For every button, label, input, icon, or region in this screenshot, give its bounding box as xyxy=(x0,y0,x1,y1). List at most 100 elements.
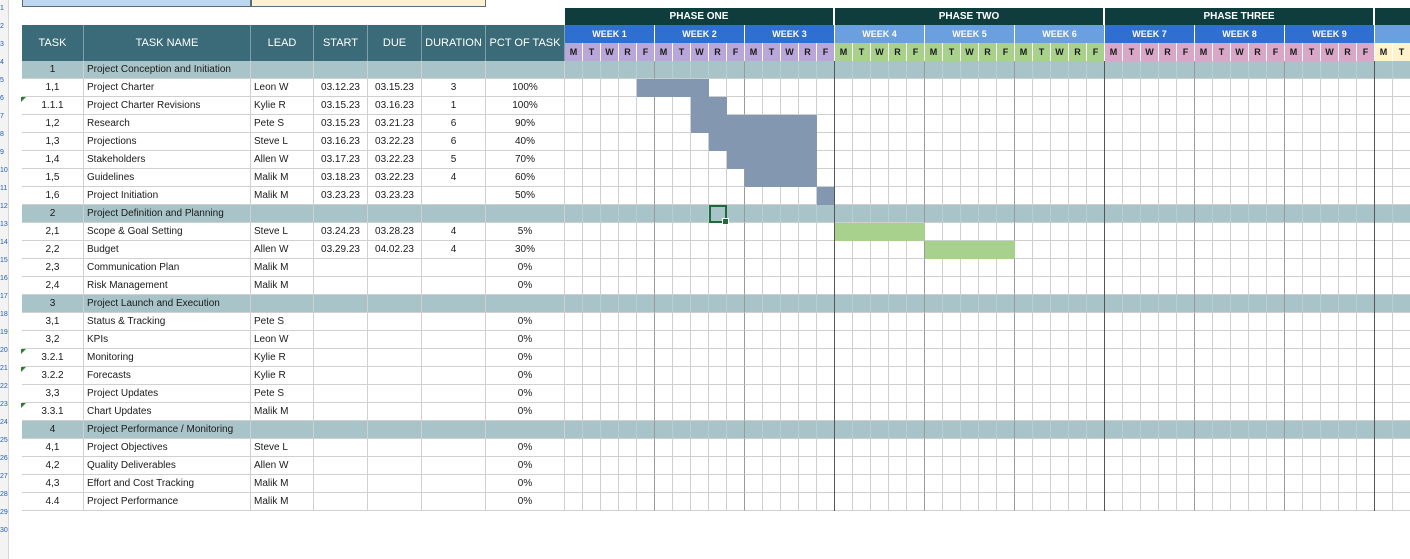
gantt-cell[interactable] xyxy=(1177,205,1195,223)
gantt-cell[interactable] xyxy=(1033,223,1051,241)
gantt-cell[interactable] xyxy=(781,349,799,367)
lead-cell[interactable]: Allen W xyxy=(251,457,314,475)
gantt-cell[interactable] xyxy=(1231,295,1249,313)
gantt-cell[interactable] xyxy=(1213,97,1231,115)
gantt-cell[interactable] xyxy=(961,439,979,457)
gantt-cell[interactable] xyxy=(583,475,601,493)
gantt-cell[interactable] xyxy=(745,349,763,367)
gantt-cell[interactable] xyxy=(763,241,781,259)
gantt-cell[interactable] xyxy=(1177,259,1195,277)
gantt-cell[interactable] xyxy=(583,133,601,151)
gantt-cell[interactable] xyxy=(1159,493,1177,511)
gantt-cell[interactable] xyxy=(1141,79,1159,97)
gantt-cell[interactable] xyxy=(1141,421,1159,439)
task-id-cell[interactable]: 4,3 xyxy=(22,475,84,493)
gantt-cell[interactable] xyxy=(817,295,835,313)
gantt-cell[interactable] xyxy=(835,349,853,367)
gantt-cell[interactable] xyxy=(871,205,889,223)
pct-cell[interactable]: 0% xyxy=(486,313,565,331)
gantt-cell[interactable] xyxy=(1303,421,1321,439)
gantt-cell[interactable] xyxy=(745,97,763,115)
gantt-cell[interactable] xyxy=(601,313,619,331)
row-number[interactable]: 24 xyxy=(0,419,8,426)
gantt-cell[interactable] xyxy=(1069,259,1087,277)
gantt-cell[interactable] xyxy=(745,313,763,331)
task-id-cell[interactable]: 4 xyxy=(22,421,84,439)
gantt-cell[interactable] xyxy=(799,295,817,313)
gantt-cell[interactable] xyxy=(1051,403,1069,421)
task-name-cell[interactable]: Forecasts xyxy=(84,367,251,385)
gantt-cell[interactable] xyxy=(763,439,781,457)
day-header[interactable]: F xyxy=(817,43,835,61)
gantt-cell[interactable] xyxy=(1393,295,1410,313)
gantt-cell[interactable] xyxy=(1141,493,1159,511)
gantt-cell[interactable] xyxy=(655,151,673,169)
gantt-cell[interactable] xyxy=(1015,151,1033,169)
gantt-cell[interactable] xyxy=(1195,241,1213,259)
gantt-cell[interactable] xyxy=(1159,385,1177,403)
gantt-cell[interactable] xyxy=(1087,223,1105,241)
pct-cell[interactable]: 0% xyxy=(486,403,565,421)
task-id-cell[interactable]: 2,2 xyxy=(22,241,84,259)
gantt-cell[interactable] xyxy=(691,133,709,151)
gantt-cell[interactable] xyxy=(817,385,835,403)
gantt-cell[interactable] xyxy=(745,79,763,97)
gantt-cell[interactable] xyxy=(835,169,853,187)
gantt-cell[interactable] xyxy=(835,493,853,511)
task-name-cell[interactable]: Budget xyxy=(84,241,251,259)
gantt-cell[interactable] xyxy=(637,313,655,331)
gantt-cell[interactable] xyxy=(925,115,943,133)
gantt-cell[interactable] xyxy=(1357,475,1375,493)
start-cell[interactable]: 03.18.23 xyxy=(314,169,368,187)
task-name-cell[interactable]: Project Definition and Planning xyxy=(84,205,251,223)
week-header[interactable]: WEEK 9 xyxy=(1285,25,1375,43)
gantt-cell[interactable] xyxy=(601,223,619,241)
gantt-cell[interactable] xyxy=(1303,493,1321,511)
gantt-cell[interactable] xyxy=(601,457,619,475)
gantt-cell[interactable] xyxy=(781,277,799,295)
gantt-cell[interactable] xyxy=(1267,475,1285,493)
gantt-cell[interactable] xyxy=(1105,79,1123,97)
gantt-cell[interactable] xyxy=(925,367,943,385)
task-name-cell[interactable]: Project Objectives xyxy=(84,439,251,457)
gantt-cell[interactable] xyxy=(619,61,637,79)
row-number[interactable]: 5 xyxy=(0,77,4,84)
gantt-cell[interactable] xyxy=(1357,457,1375,475)
week-header[interactable]: WEEK 2 xyxy=(655,25,745,43)
gantt-cell[interactable] xyxy=(763,475,781,493)
gantt-cell[interactable] xyxy=(1195,259,1213,277)
gantt-cell[interactable] xyxy=(961,457,979,475)
gantt-cell[interactable] xyxy=(1051,457,1069,475)
gantt-cell[interactable] xyxy=(1015,61,1033,79)
gantt-cell[interactable] xyxy=(1213,295,1231,313)
gantt-cell[interactable] xyxy=(601,133,619,151)
gantt-cell[interactable] xyxy=(1195,169,1213,187)
duration-cell[interactable]: 6 xyxy=(422,133,486,151)
task-name-cell[interactable]: Status & Tracking xyxy=(84,313,251,331)
gantt-cell[interactable] xyxy=(1195,97,1213,115)
gantt-cell[interactable] xyxy=(907,295,925,313)
gantt-cell[interactable] xyxy=(1051,349,1069,367)
gantt-cell[interactable] xyxy=(1177,421,1195,439)
day-header[interactable]: F xyxy=(1087,43,1105,61)
gantt-cell[interactable] xyxy=(943,313,961,331)
task-id-cell[interactable]: 3.3.1 xyxy=(22,403,84,421)
week-header[interactable]: WEEK 7 xyxy=(1105,25,1195,43)
gantt-cell[interactable] xyxy=(1105,295,1123,313)
gantt-cell[interactable] xyxy=(871,439,889,457)
gantt-cell[interactable] xyxy=(1177,457,1195,475)
task-id-cell[interactable]: 2,3 xyxy=(22,259,84,277)
gantt-cell[interactable] xyxy=(727,259,745,277)
gantt-cell[interactable] xyxy=(619,457,637,475)
gantt-cell[interactable] xyxy=(1105,259,1123,277)
gantt-cell[interactable] xyxy=(1087,331,1105,349)
gantt-cell[interactable] xyxy=(583,313,601,331)
duration-cell[interactable] xyxy=(422,367,486,385)
gantt-cell[interactable] xyxy=(1267,223,1285,241)
gantt-cell[interactable] xyxy=(655,187,673,205)
gantt-cell[interactable] xyxy=(1231,115,1249,133)
task-name-cell[interactable]: Guidelines xyxy=(84,169,251,187)
gantt-cell[interactable] xyxy=(1087,439,1105,457)
gantt-cell[interactable] xyxy=(619,223,637,241)
gantt-cell[interactable] xyxy=(1123,313,1141,331)
